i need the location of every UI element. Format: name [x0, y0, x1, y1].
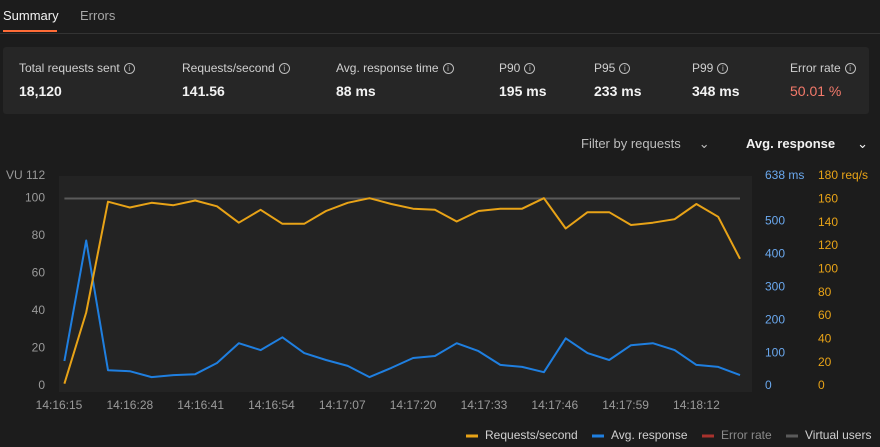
y3-tick-label: 160	[818, 192, 838, 206]
stat-label: Total requests sent i	[19, 61, 135, 75]
stat-label-text: P99	[692, 61, 714, 75]
y-axis-title: VU 112	[6, 168, 45, 182]
stat-label-text: P95	[594, 61, 616, 75]
filter-label: Filter by requests	[581, 136, 681, 151]
x-tick-label: 14:17:33	[461, 398, 508, 412]
stat-value: 348 ms	[692, 83, 740, 99]
legend-label: Virtual users	[805, 428, 871, 442]
y3-tick-label: 60	[818, 308, 832, 322]
legend-label: Error rate	[721, 428, 772, 442]
stat-value: 18,120	[19, 83, 62, 99]
y-tick-label: 100	[25, 191, 45, 205]
stat-value: 88 ms	[336, 83, 376, 99]
y-tick-label: 20	[32, 341, 46, 355]
y-tick-label: 80	[32, 228, 46, 242]
y3-tick-label: 80	[818, 285, 832, 299]
tab[interactable]: Summary	[3, 8, 59, 23]
info-icon: i	[717, 63, 729, 74]
info-icon: i	[619, 63, 631, 74]
y3-tick-label: 20	[818, 355, 832, 369]
info-icon: i	[844, 63, 856, 74]
y3-tick-label: 140	[818, 215, 838, 229]
x-tick-label: 14:16:41	[177, 398, 224, 412]
legend-label: Avg. response	[611, 428, 688, 442]
info-icon: i	[123, 63, 135, 74]
stat-value: 233 ms	[594, 83, 642, 99]
y-tick-label: 40	[32, 303, 46, 317]
y3-tick-label: 40	[818, 332, 832, 346]
y2-axis-title: 638 ms	[765, 168, 804, 182]
stat-label: P95 i	[594, 61, 631, 75]
stat-label: P90 i	[499, 61, 536, 75]
chevron: ⌄	[698, 136, 710, 151]
stat-label-text: P90	[499, 61, 521, 75]
x-tick-label: 14:16:15	[36, 398, 83, 412]
stat-label: Requests/second i	[182, 61, 290, 75]
y2-tick-label: 500	[765, 214, 785, 228]
y2-tick-label: 400	[765, 247, 785, 261]
y2-tick-label: 100	[765, 345, 785, 359]
tab-bar: Summary Errors	[0, 0, 880, 34]
y3-tick-label: 100	[818, 262, 838, 276]
plot-area	[59, 176, 752, 392]
stat-label: Error rate i	[790, 61, 856, 75]
stat-label: Avg. response time i	[336, 61, 454, 75]
x-tick-label: 14:17:59	[602, 398, 649, 412]
x-tick-label: 14:18:12	[673, 398, 720, 412]
metric-label: Avg. response	[746, 136, 836, 151]
y3-axis-title: 180 req/s	[818, 168, 868, 182]
x-tick-label: 14:16:28	[106, 398, 153, 412]
stat-value: 50.01 %	[790, 83, 842, 99]
tab-indicator	[3, 30, 57, 32]
x-tick-label: 14:16:54	[248, 398, 295, 412]
stat-label: P99 i	[692, 61, 729, 75]
chart: VU 112 638 ms 180 req/s0204060801000100200…	[6, 168, 871, 442]
info-icon: i	[442, 63, 454, 74]
y2-tick-label: 0	[765, 378, 772, 392]
y2-tick-label: 200	[765, 312, 785, 326]
x-tick-label: 14:17:46	[531, 398, 578, 412]
series-line	[63, 197, 741, 384]
filter-dropdown[interactable]: Filter by requests ⌄	[581, 136, 710, 152]
info-icon: i	[278, 63, 290, 74]
stat-label-text: Error rate	[790, 61, 841, 75]
chevron: ⌄	[857, 136, 869, 151]
y-tick-label: 0	[38, 378, 45, 392]
legend-label: Requests/second	[485, 428, 578, 442]
y2-tick-label: 300	[765, 279, 785, 293]
y3-tick-label: 0	[818, 378, 825, 392]
stat-label-text: Requests/second	[182, 61, 275, 75]
stat-label-text: Avg. response time	[336, 61, 439, 75]
stat-value: 195 ms	[499, 83, 547, 99]
y3-tick-label: 120	[818, 238, 838, 252]
stat-label-text: Total requests sent	[19, 61, 120, 75]
metric-dropdown[interactable]: Avg. response ⌄	[746, 136, 868, 152]
stat-value: 141.56	[182, 83, 225, 99]
y-tick-label: 60	[32, 266, 46, 280]
x-tick-label: 14:17:07	[319, 398, 366, 412]
tab[interactable]: Errors	[80, 8, 116, 23]
series-line	[63, 239, 741, 379]
info-icon: i	[524, 63, 536, 74]
x-tick-label: 14:17:20	[390, 398, 437, 412]
stats-panel: Total requests sent i 18,120 Requests/secon…	[3, 47, 869, 114]
